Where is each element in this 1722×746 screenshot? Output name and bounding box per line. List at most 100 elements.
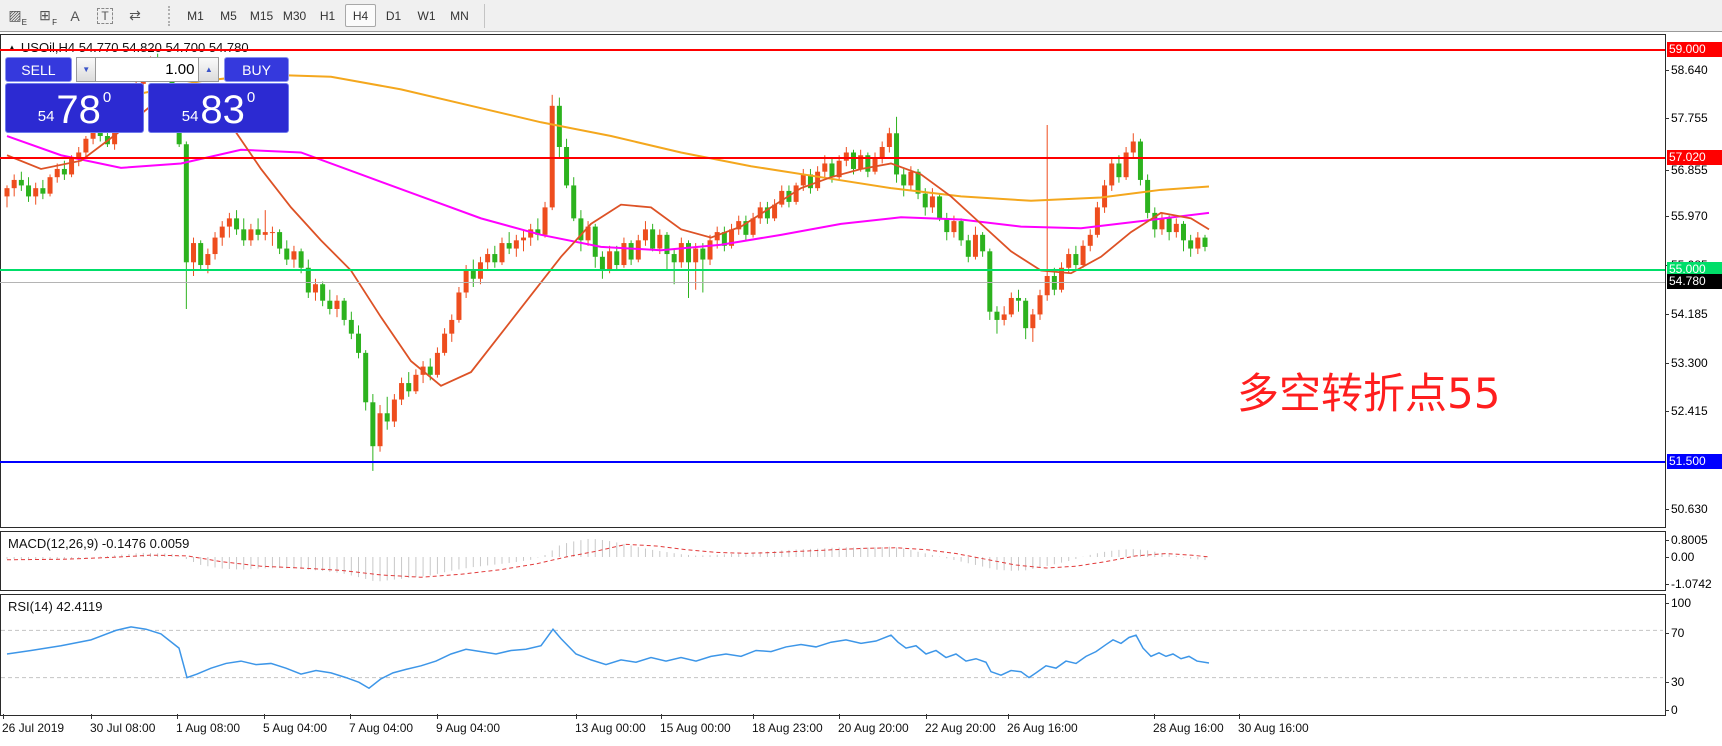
time-axis-tick [926,714,927,719]
time-axis-label: 18 Aug 23:00 [752,721,823,735]
rsi-axis-label: 100 [1671,596,1692,610]
sell-button[interactable]: SELL [5,57,72,82]
macd-signal-line [6,543,1210,578]
sell-price-prefix: 54 [37,108,55,125]
textbox-t-icon[interactable]: T [90,4,120,28]
time-axis-tick [350,714,351,719]
time-axis-tick [1239,714,1240,719]
price-axis-label: 52.415 [1671,404,1708,418]
time-axis-tick [264,714,265,719]
price-axis-tick [1665,363,1669,364]
volume-increase-button[interactable]: ▲ [198,57,220,82]
time-axis-label: 1 Aug 08:00 [176,721,241,735]
time-axis-tick [177,714,178,719]
price-axis-label: 56.855 [1671,163,1708,177]
buy-price-panel[interactable]: 54 83 0 [148,83,289,133]
rsi-line [6,626,1210,690]
price-axis-tick [1665,170,1669,171]
price-axis-tick [1665,70,1669,71]
level-line-59 [0,49,1665,51]
price-axis-tick [1665,314,1669,315]
drawing-tools-group: ▨ E ⊞ F A T ⇄ [0,4,150,28]
price-axis-label: 53.300 [1671,356,1708,370]
timeframe-button-MN[interactable]: MN [450,8,469,23]
time-axis-label: 9 Aug 04:00 [436,721,501,735]
macd-panel[interactable] [0,531,1666,591]
timeframe-button-D1[interactable]: D1 [385,8,402,23]
timeframe-button-W1[interactable]: W1 [417,8,436,23]
timeframe-group: M1 M5 M15 M30 H1 H4 D1 W1 MN [179,4,476,27]
price-badge-59.000: 59.000 [1667,42,1722,57]
macd-label: MACD(12,26,9) -0.1476 0.0059 [8,536,190,551]
level-line-54.78 [0,282,1665,283]
time-axis-label: 20 Aug 20:00 [838,721,909,735]
macd-axis-label: -1.0742 [1671,577,1712,591]
time-axis-label: 30 Jul 08:00 [90,721,156,735]
price-axis-tick [1665,216,1669,217]
time-axis-label: 26 Aug 16:00 [1007,721,1078,735]
volume-decrease-button[interactable]: ▼ [75,57,97,82]
toolbar-drag-handle[interactable] [168,5,173,26]
price-axis-tick [1665,411,1669,412]
buy-price-prefix: 54 [181,108,199,125]
macd-histogram [6,539,1206,582]
level-line-51.5 [0,461,1665,463]
price-axis-label: 55.970 [1671,209,1708,223]
sell-price-panel[interactable]: 54 78 0 [5,83,144,133]
time-axis-label: 13 Aug 00:00 [575,721,646,735]
time-axis-tick [437,714,438,719]
level-line-55 [0,269,1665,271]
hatch-pattern-e-icon[interactable]: ▨ E [8,7,27,27]
chart-annotation-text: 多空转折点55 [1237,369,1501,418]
time-axis-label: 28 Aug 16:00 [1153,721,1224,735]
timeframe-button-M1[interactable]: M1 [187,8,204,23]
time-axis-tick [661,714,662,719]
toolbar: ▨ E ⊞ F A T ⇄ M1 M5 M15 M30 H1 H4 D1 W1 MN [0,0,1722,32]
price-badge-55.000: 55.000 [1667,262,1722,277]
sell-price-main: 78 [56,88,101,132]
time-axis-label: 5 Aug 04:00 [263,721,328,735]
level-line-57.02 [0,157,1665,159]
buy-button[interactable]: BUY [224,57,289,82]
rsi-axis-label: 0 [1671,703,1678,717]
text-a-icon[interactable]: A [70,7,80,24]
timeframe-button-M30[interactable]: M30 [282,8,307,23]
timeframe-button-M15[interactable]: M15 [249,8,274,23]
rsi-panel[interactable] [0,594,1666,716]
toolbar-separator [484,3,485,28]
timeframe-button-H4[interactable]: H4 [345,4,376,27]
timeframe-button-H1[interactable]: H1 [319,8,336,23]
time-axis-label: 30 Aug 16:00 [1238,721,1309,735]
time-axis-tick [1154,714,1155,719]
macd-axis-label: 0.00 [1671,550,1695,564]
macd-chart [6,539,1210,582]
timeframe-button-M5[interactable]: M5 [220,8,237,23]
ma-fast [6,91,1210,387]
macd-axis-tick [1665,557,1669,558]
price-badge-57.020: 57.020 [1667,150,1722,165]
rsi-axis-tick [1665,710,1669,711]
time-axis-tick [1008,714,1009,719]
macd-axis-label: 0.8005 [1671,533,1708,547]
one-click-trading-widget: SELL ▼ ▲ BUY 54 78 0 54 83 0 [5,57,289,133]
buy-price-sup: 0 [246,89,256,106]
price-axis-label: 50.630 [1671,502,1708,516]
symbol-ohlc-text: USOil,H4 54.770 54.820 54.700 54.780 [20,40,249,55]
rsi-label: RSI(14) 42.4119 [8,599,103,614]
time-axis-tick [839,714,840,719]
rsi-axis-tick [1665,603,1669,604]
price-badge-54.780: 54.780 [1667,274,1722,289]
chart-title: ▲ USOil,H4 54.770 54.820 54.700 54.780 [8,40,249,55]
price-axis-tick [1665,509,1669,510]
volume-input[interactable] [96,57,199,82]
rsi-axis-tick [1665,633,1669,634]
arrange-arrows-icon[interactable]: ⇄ [129,7,141,23]
time-axis-label: 7 Aug 04:00 [349,721,414,735]
sell-price-sup: 0 [102,89,112,106]
time-axis-label: 26 Jul 2019 [2,721,65,735]
buy-price-main: 83 [200,88,245,132]
grid-f-icon[interactable]: ⊞ F [39,7,57,27]
rsi-axis-label: 30 [1671,675,1685,689]
rsi-axis-tick [1665,682,1669,683]
